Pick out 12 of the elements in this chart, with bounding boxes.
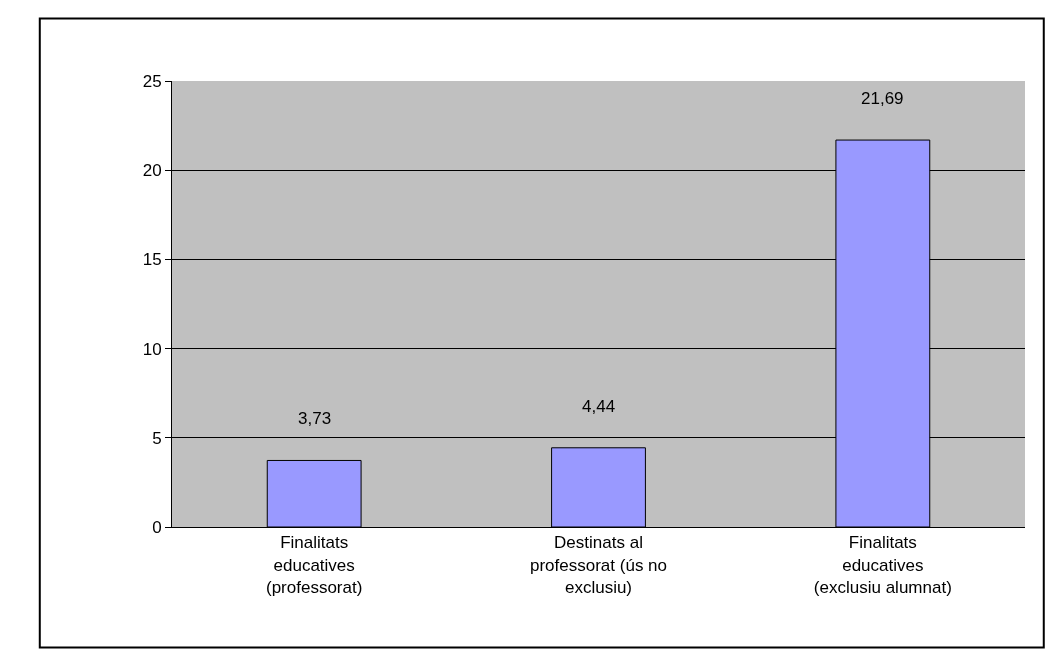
- y-tick-label: 5: [152, 428, 162, 448]
- data-label: 4,44: [582, 397, 616, 416]
- data-label: 3,73: [298, 409, 332, 428]
- y-tick-label: 15: [142, 250, 162, 270]
- x-tick-label: Finalitats educatives (professorat): [265, 533, 363, 597]
- x-tick-label: Destinats al professorat (ús no exclusiu): [529, 533, 668, 597]
- y-tick-label: 10: [142, 339, 162, 359]
- y-tick-label: 0: [152, 517, 162, 537]
- data-label: 21,69: [861, 89, 904, 108]
- y-tick-label: 25: [142, 71, 162, 91]
- x-tick-label: Finalitats educatives (exclusiu alumnat): [813, 533, 952, 597]
- y-tick-label: 20: [142, 161, 162, 181]
